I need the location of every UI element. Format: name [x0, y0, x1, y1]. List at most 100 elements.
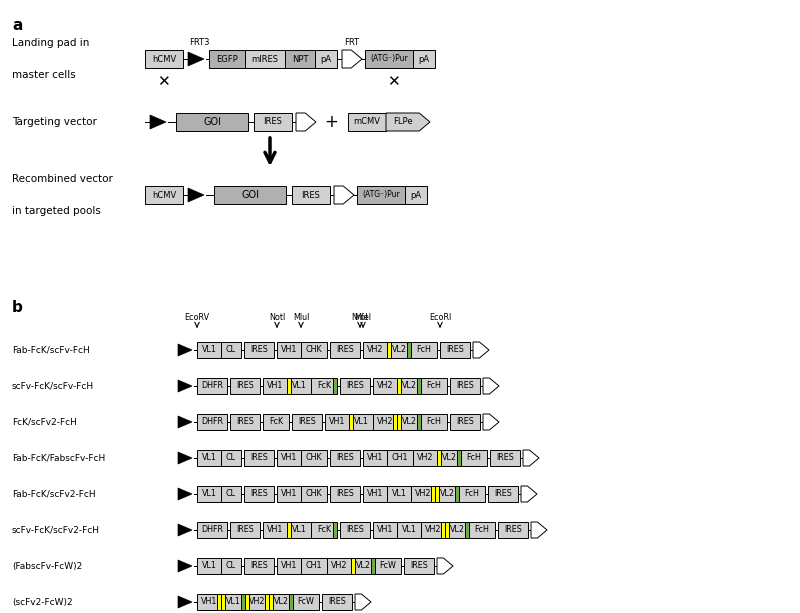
- Text: CL: CL: [226, 490, 236, 498]
- Text: IRES: IRES: [236, 381, 254, 390]
- Text: DHFR: DHFR: [201, 417, 223, 427]
- Bar: [441, 522, 445, 538]
- Text: Recombined vector: Recombined vector: [12, 174, 113, 184]
- Bar: [277, 486, 301, 502]
- Text: VH1: VH1: [329, 417, 345, 427]
- Text: FRT3: FRT3: [189, 38, 210, 47]
- Bar: [197, 594, 221, 610]
- Text: VH2: VH2: [249, 598, 266, 606]
- Text: NPT: NPT: [292, 55, 308, 64]
- Text: ✕: ✕: [157, 75, 170, 89]
- Bar: [330, 342, 360, 358]
- Text: VH1: VH1: [281, 490, 297, 498]
- Bar: [333, 522, 337, 538]
- Polygon shape: [178, 380, 192, 392]
- Text: FcK: FcK: [317, 525, 331, 535]
- Bar: [445, 522, 469, 538]
- Bar: [375, 558, 401, 574]
- Text: +: +: [324, 113, 338, 131]
- Text: VH1: VH1: [377, 525, 393, 535]
- Bar: [287, 378, 291, 394]
- Polygon shape: [178, 344, 192, 356]
- Bar: [431, 486, 435, 502]
- Polygon shape: [188, 52, 204, 66]
- Text: (scFv2-FcW)2: (scFv2-FcW)2: [12, 598, 73, 606]
- Text: pA: pA: [418, 55, 430, 64]
- Bar: [397, 378, 421, 394]
- Text: FcW: FcW: [379, 562, 397, 571]
- Bar: [263, 414, 289, 430]
- Bar: [277, 342, 301, 358]
- Text: (ATG⁻)Pur: (ATG⁻)Pur: [370, 55, 408, 64]
- Text: IRES: IRES: [250, 562, 268, 571]
- Text: VH1: VH1: [281, 562, 297, 571]
- Text: VL1: VL1: [202, 346, 217, 354]
- Bar: [435, 486, 459, 502]
- Bar: [245, 594, 269, 610]
- Bar: [461, 450, 487, 466]
- Text: EcoRV: EcoRV: [185, 313, 210, 322]
- Text: hCMV: hCMV: [152, 191, 176, 199]
- Text: IRES: IRES: [236, 417, 254, 427]
- Text: scFv-FcK/scFv-FcH: scFv-FcK/scFv-FcH: [12, 381, 94, 390]
- Bar: [363, 342, 387, 358]
- Bar: [387, 450, 413, 466]
- Text: FRT: FRT: [345, 38, 359, 47]
- Text: IRES: IRES: [336, 346, 354, 354]
- Bar: [254, 113, 292, 131]
- Bar: [411, 486, 435, 502]
- Text: VH1: VH1: [267, 525, 283, 535]
- Bar: [245, 594, 249, 610]
- Bar: [397, 414, 421, 430]
- Bar: [285, 50, 315, 68]
- Text: Targeting vector: Targeting vector: [12, 117, 97, 127]
- Text: Fab-FcK/scFv2-FcH: Fab-FcK/scFv2-FcH: [12, 490, 96, 498]
- Bar: [301, 486, 327, 502]
- Polygon shape: [386, 113, 430, 131]
- Text: IRES: IRES: [336, 490, 354, 498]
- Text: VH1: VH1: [281, 346, 297, 354]
- Bar: [245, 50, 285, 68]
- Text: VH1: VH1: [367, 454, 383, 462]
- Text: NotI: NotI: [269, 313, 285, 322]
- Text: IRES: IRES: [328, 598, 346, 606]
- Text: IRES: IRES: [346, 525, 364, 535]
- Bar: [417, 414, 421, 430]
- Text: IRES: IRES: [446, 346, 464, 354]
- Bar: [221, 342, 241, 358]
- Text: VL2: VL2: [355, 562, 370, 571]
- Bar: [459, 486, 485, 502]
- Text: CH1: CH1: [392, 454, 408, 462]
- Bar: [445, 522, 449, 538]
- Bar: [363, 486, 387, 502]
- Text: IRES: IRES: [298, 417, 316, 427]
- Bar: [340, 378, 370, 394]
- Bar: [387, 342, 411, 358]
- Text: CL: CL: [226, 454, 236, 462]
- Bar: [393, 414, 397, 430]
- Bar: [265, 594, 269, 610]
- Bar: [457, 450, 461, 466]
- Bar: [397, 378, 401, 394]
- Bar: [244, 450, 274, 466]
- Bar: [417, 378, 421, 394]
- Bar: [230, 378, 260, 394]
- Bar: [311, 378, 337, 394]
- Text: VL1: VL1: [202, 454, 217, 462]
- Bar: [230, 414, 260, 430]
- Bar: [413, 50, 435, 68]
- Bar: [315, 50, 337, 68]
- Bar: [197, 378, 227, 394]
- Bar: [287, 522, 311, 538]
- Polygon shape: [437, 558, 453, 574]
- Bar: [197, 486, 221, 502]
- Text: CHK: CHK: [306, 454, 322, 462]
- Bar: [145, 186, 183, 204]
- Bar: [465, 522, 469, 538]
- Bar: [450, 378, 480, 394]
- Text: VL1: VL1: [291, 381, 306, 390]
- Text: VL1: VL1: [354, 417, 369, 427]
- Bar: [197, 522, 227, 538]
- Text: (ATG⁻)Pur: (ATG⁻)Pur: [362, 191, 400, 199]
- Bar: [221, 450, 241, 466]
